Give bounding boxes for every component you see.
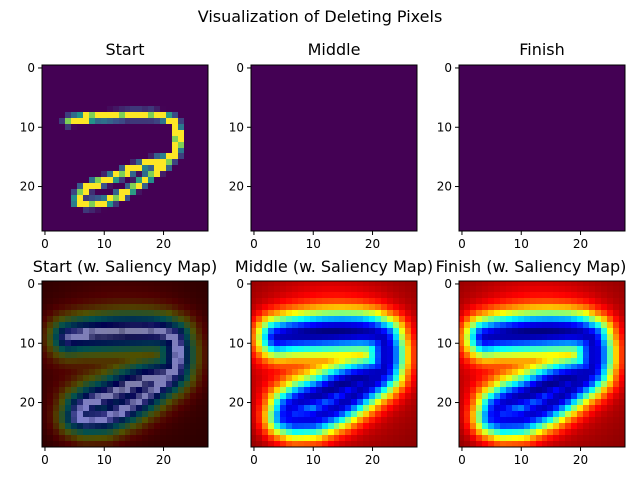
x-tick-label: 10	[97, 237, 112, 251]
y-tick-label: 0	[444, 277, 452, 291]
x-tick-label: 0	[41, 237, 49, 251]
x-tick-label: 10	[97, 453, 112, 467]
y-tick-label: 0	[236, 277, 244, 291]
y-tick-label: 20	[229, 180, 244, 194]
x-tick-label: 0	[458, 453, 466, 467]
x-tick-label: 0	[41, 453, 49, 467]
panel-title-start: Start	[105, 40, 145, 59]
axes-frame	[41, 64, 209, 232]
x-tick-label: 20	[365, 237, 380, 251]
figure-title: Visualization of Deleting Pixels	[197, 7, 443, 26]
x-tick-label: 10	[306, 237, 321, 251]
panel-title-finish-saliency: Finish (w. Saliency Map)	[435, 257, 627, 276]
y-tick-label: 10	[20, 120, 35, 134]
y-tick-label: 20	[229, 396, 244, 410]
x-tick-label: 10	[514, 237, 529, 251]
image-finish	[459, 65, 625, 231]
y-tick-label: 0	[444, 61, 452, 75]
y-tick-label: 10	[437, 336, 452, 350]
image-middle	[251, 65, 417, 231]
panel-title-middle: Middle	[307, 40, 361, 59]
x-tick-label: 20	[156, 453, 171, 467]
y-tick-label: 10	[20, 336, 35, 350]
x-tick-label: 20	[156, 237, 171, 251]
x-tick-label: 20	[573, 453, 588, 467]
y-tick-label: 0	[236, 61, 244, 75]
x-tick-label: 10	[514, 453, 529, 467]
panel-title-start-saliency: Start (w. Saliency Map)	[32, 257, 218, 276]
x-tick-label: 10	[306, 453, 321, 467]
x-tick-label: 0	[458, 237, 466, 251]
image-finish-saliency	[459, 281, 625, 447]
x-tick-label: 0	[250, 237, 258, 251]
y-tick-label: 10	[437, 120, 452, 134]
y-tick-label: 20	[437, 396, 452, 410]
axes-frame	[458, 64, 626, 232]
axes-frame	[41, 280, 209, 448]
y-tick-label: 20	[20, 180, 35, 194]
panel-title-finish: Finish	[519, 40, 565, 59]
y-tick-label: 0	[27, 61, 35, 75]
y-tick-label: 0	[27, 277, 35, 291]
image-start-saliency	[42, 281, 208, 447]
panel-title-middle-saliency: Middle (w. Saliency Map)	[234, 257, 434, 276]
x-tick-label: 0	[250, 453, 258, 467]
y-tick-label: 10	[229, 120, 244, 134]
axes-frame	[250, 280, 418, 448]
x-tick-label: 20	[365, 453, 380, 467]
y-tick-label: 10	[229, 336, 244, 350]
image-middle-saliency	[251, 281, 417, 447]
y-tick-label: 20	[20, 396, 35, 410]
axes-frame	[458, 280, 626, 448]
image-start	[42, 65, 208, 231]
y-tick-label: 20	[437, 180, 452, 194]
x-tick-label: 20	[573, 237, 588, 251]
axes-frame	[250, 64, 418, 232]
